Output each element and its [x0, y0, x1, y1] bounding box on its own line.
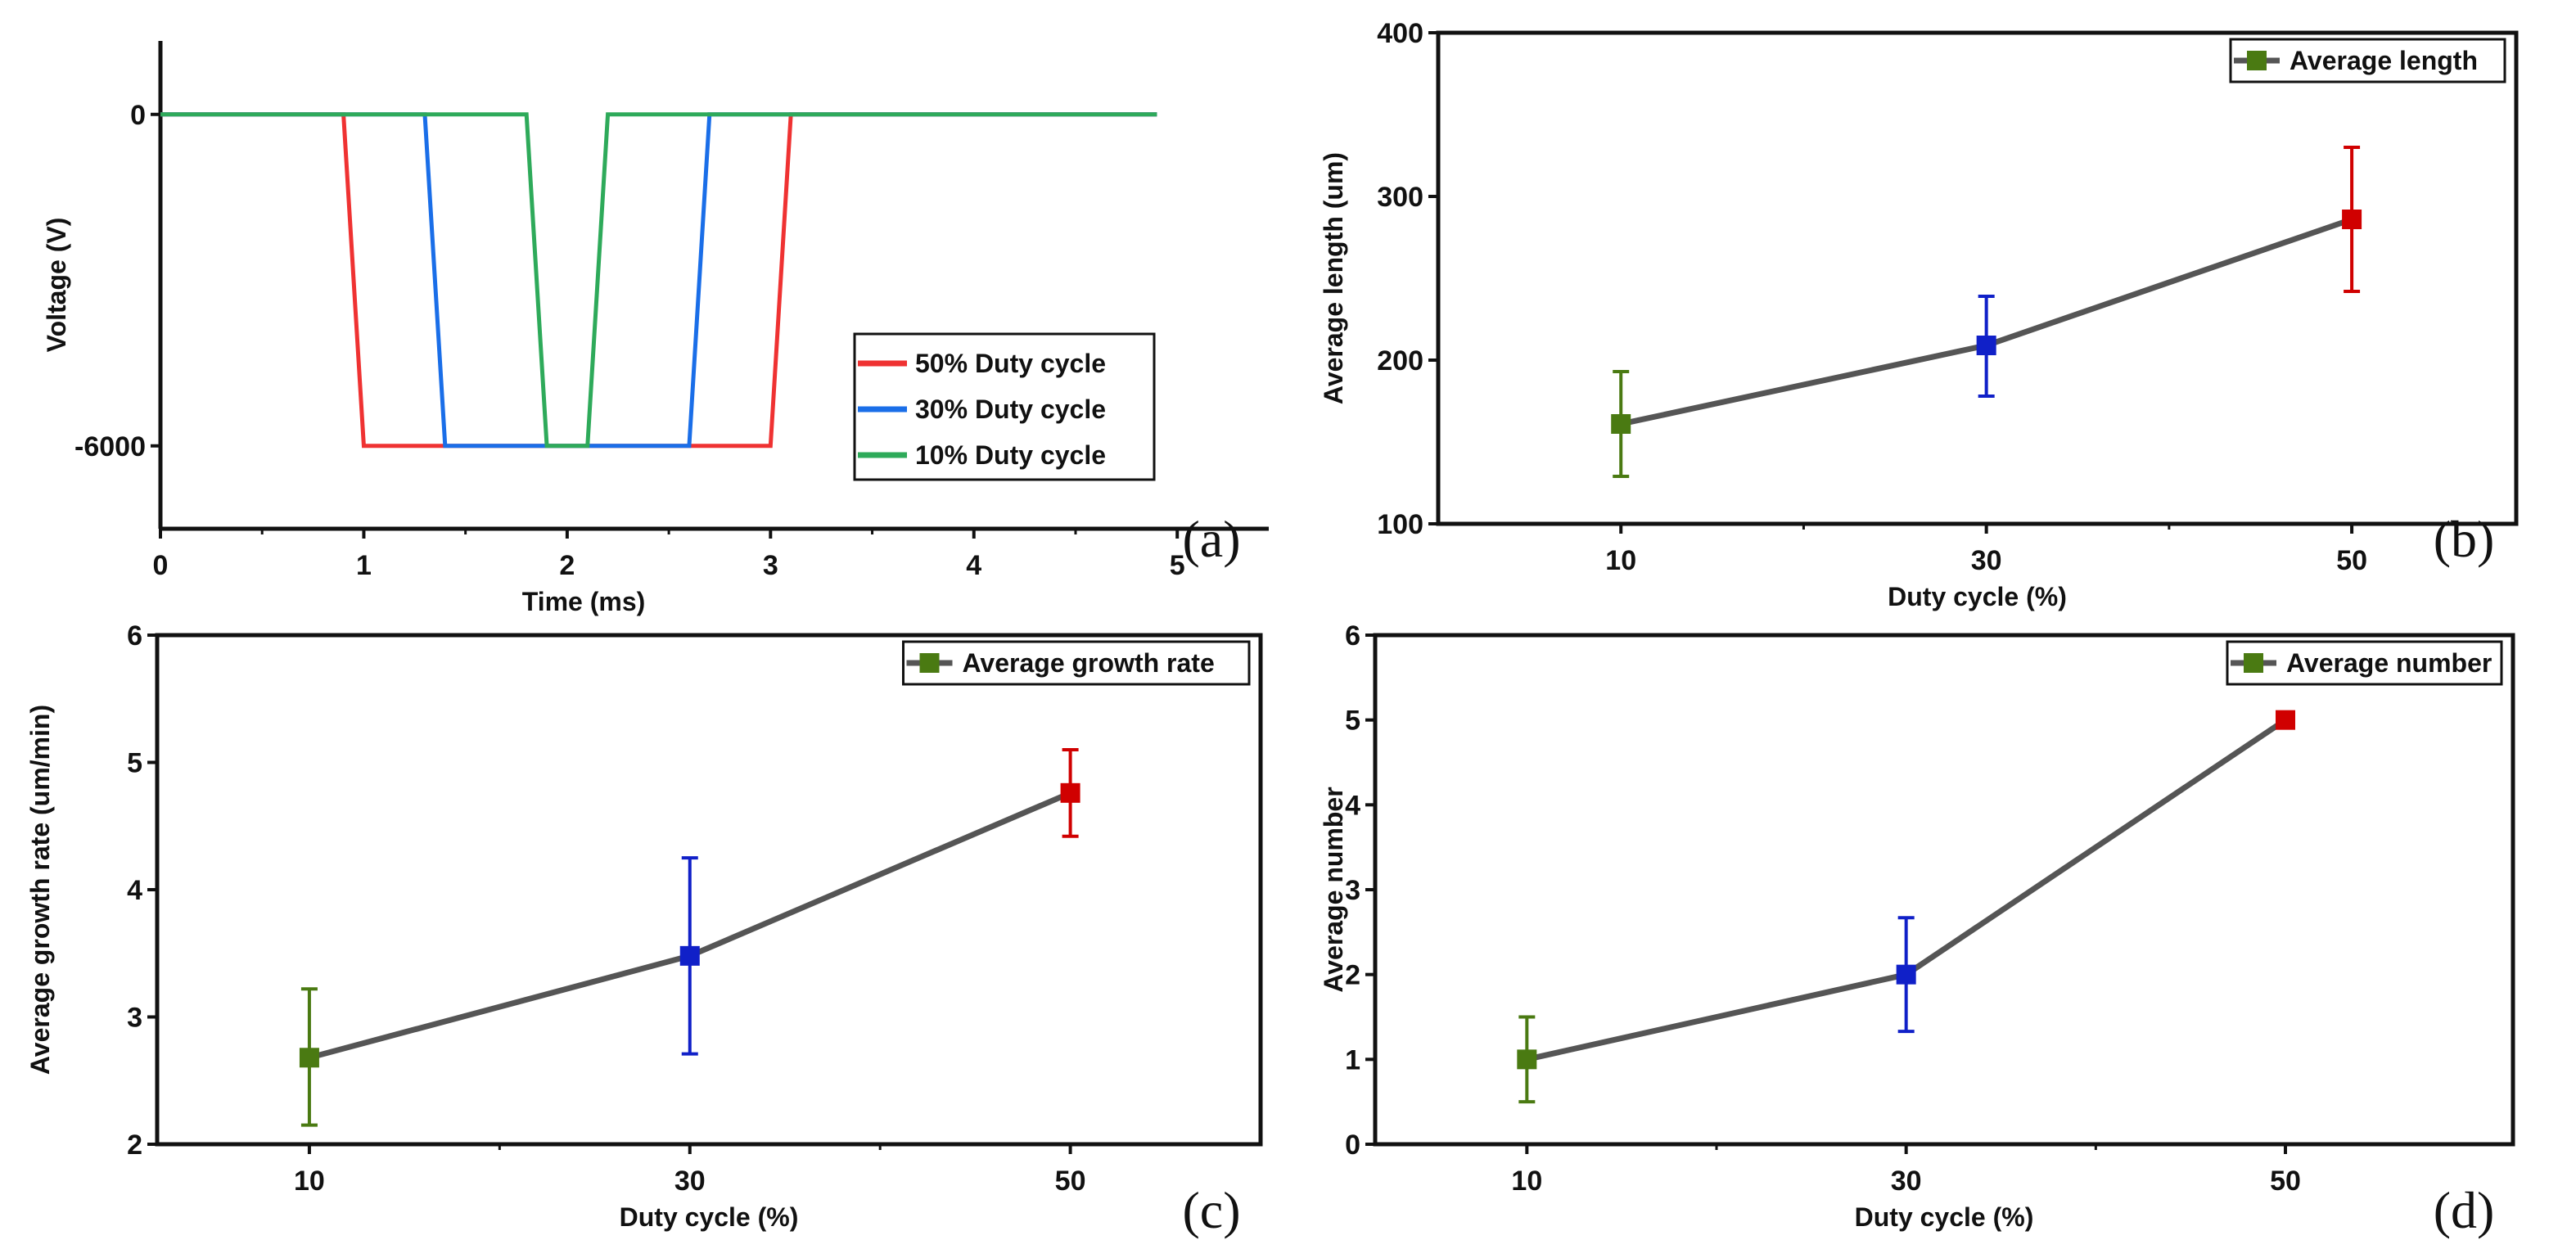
y-axis-label: Average growth rate (um/min): [25, 705, 55, 1075]
legend-label: Average growth rate: [963, 648, 1215, 678]
plot-frame: [155, 633, 1263, 1147]
legend-label: Average length: [2290, 46, 2478, 75]
y-tick-label: 3: [127, 1003, 142, 1034]
y-tick-label: 400: [1377, 18, 1423, 49]
x-tick-label: 1: [356, 550, 372, 581]
x-tick-label: 30: [1891, 1166, 1922, 1197]
x-tick-label: 50: [2336, 545, 2367, 576]
data-point: [1896, 964, 1916, 985]
data-point: [679, 945, 700, 966]
x-tick-label: 50: [1055, 1166, 1086, 1197]
x-tick-label: 30: [1971, 545, 2002, 576]
x-tick-label: 5: [1170, 550, 1185, 581]
series-line: [160, 112, 1157, 449]
data-point: [2276, 710, 2295, 730]
legend-swatch-marker: [2247, 51, 2267, 70]
panel-c: 10 30 50 2 3 4 5 6 Duty cycle (%) Average growth …: [25, 620, 1263, 1239]
panel-label: (a): [1182, 510, 1240, 568]
y-axis-label: Average length (um): [1319, 152, 1348, 404]
legend-swatch-marker: [919, 653, 940, 673]
y-tick-label: 2: [127, 1130, 142, 1161]
x-axis-label: Duty cycle (%): [1855, 1202, 2034, 1232]
plot-frame: [1373, 633, 2515, 1147]
y-tick-label: -6000: [74, 431, 146, 462]
y-tick-label: 200: [1377, 345, 1423, 377]
x-tick-label: 30: [674, 1166, 706, 1197]
x-axis-label: Duty cycle (%): [1888, 582, 2067, 611]
data-point: [1517, 1049, 1537, 1070]
y-tick-label: 4: [1345, 790, 1360, 821]
x-tick-label: 3: [763, 550, 778, 581]
panel-label: (b): [2434, 510, 2495, 568]
panel-d: 10 30 50 0 1 2 3 4 5 6 Duty cycle (%) Average numbe…: [1319, 620, 2515, 1239]
x-tick-label: 0: [153, 550, 169, 581]
data-point: [1060, 782, 1080, 803]
x-tick-label: 4: [966, 550, 981, 581]
panel-label: (c): [1182, 1181, 1240, 1239]
x-axis-label: Time (ms): [522, 587, 646, 616]
data-point: [1976, 336, 1996, 355]
x-tick-label: 10: [1605, 545, 1636, 576]
x-tick-label: 50: [2270, 1166, 2301, 1197]
x-tick-label: 10: [1511, 1166, 1542, 1197]
y-tick-label: 5: [127, 748, 142, 779]
data-point: [1611, 414, 1631, 434]
legend-label: Average number: [2286, 648, 2492, 678]
panel-a: 0 1 2 3 4 5 0 -6000 Time (ms) Voltage (V) (a) 50% D…: [42, 41, 1269, 616]
panel-b: 10 30 50 100 200 300 400 Duty cycle (%) Average …: [1319, 18, 2519, 611]
y-axis-label: Average number: [1319, 787, 1348, 992]
x-tick-label: 2: [559, 550, 575, 581]
y-tick-label: 6: [1345, 620, 1360, 652]
legend-label: 10% Duty cycle: [915, 440, 1106, 470]
x-tick-label: 10: [294, 1166, 325, 1197]
y-tick-label: 0: [130, 100, 146, 131]
panel-label: (d): [2434, 1181, 2495, 1239]
y-tick-label: 5: [1345, 706, 1360, 737]
legend-swatch-marker: [2244, 653, 2263, 673]
y-tick-label: 0: [1345, 1130, 1360, 1161]
plot-frame: [1436, 30, 2519, 526]
x-axis-label: Duty cycle (%): [620, 1202, 799, 1232]
data-point: [299, 1048, 319, 1068]
y-tick-label: 6: [127, 620, 142, 652]
y-axis-label: Voltage (V): [42, 218, 71, 353]
y-tick-label: 2: [1345, 960, 1360, 991]
legend-label: 50% Duty cycle: [915, 349, 1106, 378]
data-point: [2342, 210, 2362, 229]
y-tick-label: 3: [1345, 875, 1360, 906]
y-tick-label: 4: [127, 875, 142, 906]
y-tick-label: 300: [1377, 182, 1423, 213]
legend-box: [902, 640, 1251, 686]
y-tick-label: 1: [1345, 1044, 1360, 1075]
legend-label: 30% Duty cycle: [915, 395, 1106, 424]
y-tick-label: 100: [1377, 509, 1423, 540]
